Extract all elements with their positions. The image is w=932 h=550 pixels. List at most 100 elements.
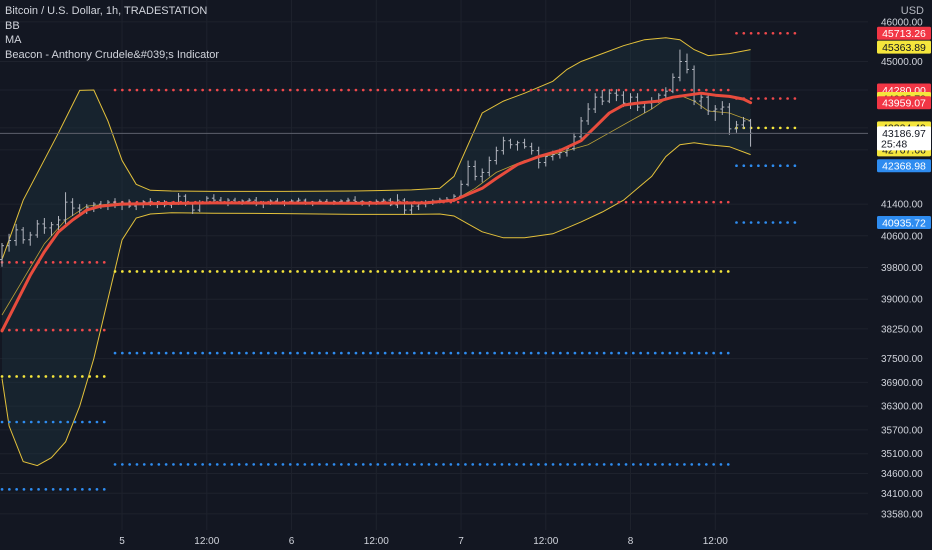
candle <box>409 204 414 215</box>
price-tick[interactable]: 46000.00 <box>881 17 923 28</box>
price-tick[interactable]: 33580.00 <box>881 509 923 520</box>
candle <box>572 132 577 151</box>
price-tick[interactable]: 41400.00 <box>881 200 923 211</box>
bollinger-fill <box>2 37 751 466</box>
candle <box>473 160 478 181</box>
candle <box>508 138 513 149</box>
time-tick[interactable]: 7 <box>458 536 464 547</box>
ma-line <box>0 91 753 333</box>
price-badge-label: 40935.72 <box>882 217 926 229</box>
candle <box>49 221 54 236</box>
candle <box>741 116 746 129</box>
candle <box>42 217 47 234</box>
time-tick[interactable]: 12:00 <box>533 536 558 547</box>
legend: Bitcoin / U.S. Dollar, 1h, TRADESTATION … <box>5 4 219 62</box>
candle <box>35 219 40 238</box>
price-badge-label: 45363.89 <box>882 42 926 54</box>
price-badges: 45713.2645363.8944280.0044065.7843959.07… <box>877 26 931 229</box>
candle <box>56 216 61 230</box>
candle <box>593 93 598 113</box>
candle <box>734 120 739 133</box>
candle <box>720 101 725 115</box>
candle <box>543 154 548 167</box>
price-tick[interactable]: 34600.00 <box>881 469 923 480</box>
candle <box>727 103 732 135</box>
candle <box>402 198 407 215</box>
price-tick[interactable]: 35100.00 <box>881 449 923 460</box>
bollinger-lower <box>1 142 751 467</box>
candle <box>28 231 33 246</box>
candle <box>579 116 584 141</box>
candle <box>586 103 591 125</box>
candle <box>487 156 492 177</box>
candle <box>677 49 682 82</box>
candle <box>211 194 216 203</box>
candle <box>494 146 499 165</box>
time-tick[interactable]: 12:00 <box>194 536 219 547</box>
current-price-bg <box>877 126 931 151</box>
price-tick[interactable]: 39000.00 <box>881 295 923 306</box>
legend-beacon[interactable]: Beacon - Anthony Crudele&#039;s Indicato… <box>5 48 220 61</box>
price-badge-label: 43959.07 <box>882 98 926 110</box>
candle <box>607 89 612 104</box>
price-tick[interactable]: 36300.00 <box>881 402 923 413</box>
price-badge-label: 45713.26 <box>882 28 926 40</box>
legend-title[interactable]: Bitcoin / U.S. Dollar, 1h, TRADESTATION <box>5 5 208 17</box>
candle <box>706 95 711 115</box>
candle <box>63 192 68 224</box>
candle <box>699 93 704 110</box>
price-tick[interactable]: 38250.00 <box>881 324 923 335</box>
time-axis[interactable]: 5 12:00 6 12:00 7 12:00 8 12:00 <box>119 536 728 547</box>
time-tick[interactable]: 12:00 <box>703 536 728 547</box>
legend-bb[interactable]: BB <box>5 19 20 32</box>
candle <box>395 194 400 209</box>
time-tick[interactable]: 8 <box>628 536 634 547</box>
candle <box>670 73 675 94</box>
price-tick[interactable]: 34100.00 <box>881 489 923 500</box>
price-badge-bg <box>877 26 931 40</box>
candle <box>614 89 619 102</box>
candle <box>522 138 527 149</box>
countdown-label: 25:48 <box>881 138 907 150</box>
legend-ma[interactable]: MA <box>5 34 22 46</box>
time-tick[interactable]: 5 <box>119 536 125 547</box>
current-price-label: 43186.97 <box>882 128 926 140</box>
candle <box>515 140 520 151</box>
candle <box>600 90 605 106</box>
candle <box>7 233 12 252</box>
price-badge-bg <box>877 40 931 54</box>
time-tick[interactable]: 12:00 <box>364 536 389 547</box>
price-badge: 42368.98 <box>877 159 931 173</box>
price-tick[interactable]: 45000.00 <box>881 57 923 68</box>
price-badge-bg <box>877 216 931 230</box>
candle <box>692 65 697 106</box>
price-tick[interactable]: 37500.00 <box>881 354 923 365</box>
price-badge: 45363.89 <box>877 40 931 54</box>
price-badge-label: 42368.98 <box>882 161 926 173</box>
candle <box>663 87 668 100</box>
price-tick[interactable]: 40600.00 <box>881 231 923 242</box>
price-badge-bg <box>877 159 931 173</box>
candle <box>529 142 534 155</box>
price-badge: 43959.07 <box>877 96 931 110</box>
candle <box>480 168 485 183</box>
candle <box>466 160 471 187</box>
candle <box>713 105 718 121</box>
bollinger-upper <box>1 37 751 260</box>
price-tick[interactable]: 35700.00 <box>881 425 923 436</box>
price-badge: 40935.72 <box>877 216 931 229</box>
price-tick[interactable]: 39800.00 <box>881 263 923 274</box>
candle <box>21 227 26 244</box>
time-tick[interactable]: 6 <box>289 536 295 547</box>
candle <box>70 198 75 216</box>
price-tick[interactable]: 36900.00 <box>881 378 923 389</box>
price-badge-bg <box>877 96 931 110</box>
currency-label[interactable]: USD <box>900 5 924 17</box>
moving-average <box>0 91 868 333</box>
price-badge: 45713.26 <box>877 26 931 40</box>
candle <box>501 136 506 155</box>
candle <box>14 223 19 246</box>
